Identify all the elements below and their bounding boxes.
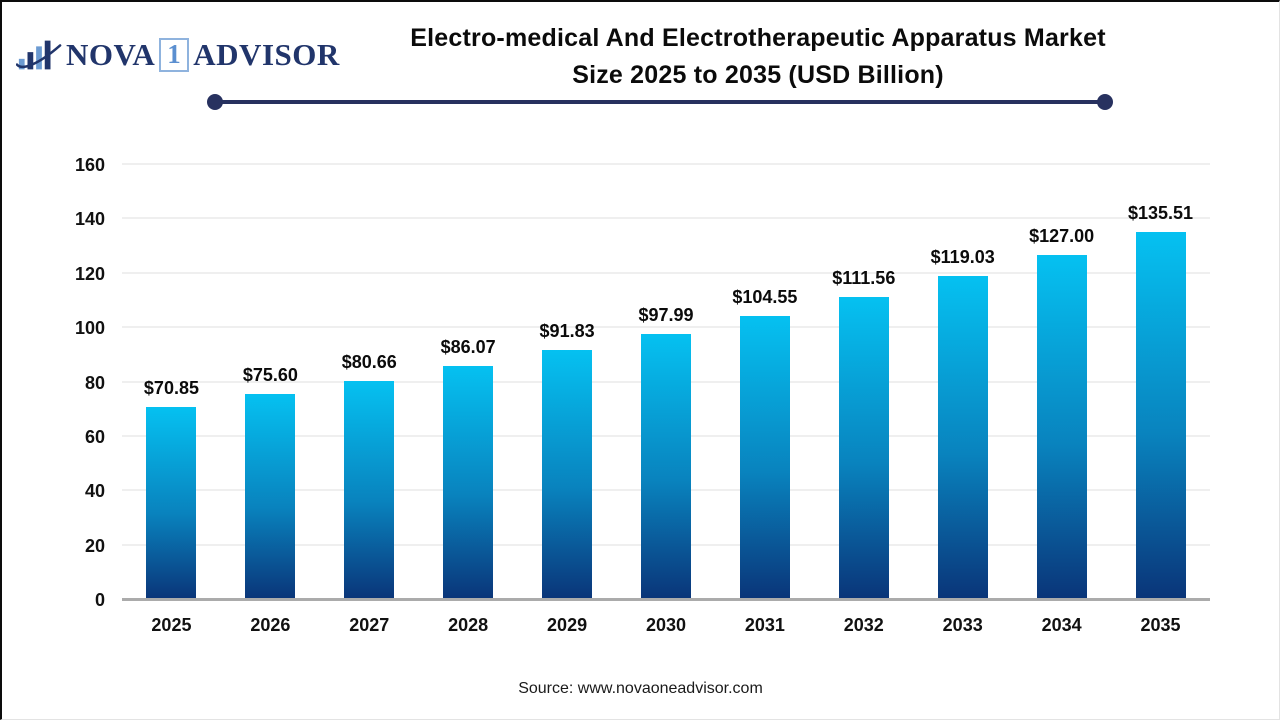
- divider-dot-left: [207, 94, 223, 110]
- bar-2026: [245, 394, 296, 600]
- bar-value-label: $86.07: [440, 337, 496, 357]
- bar-value-label: $70.85: [143, 378, 199, 399]
- logo-text-advisor: ADVISOR: [193, 37, 340, 72]
- y-tick-label: 60: [84, 426, 105, 447]
- bar-value-label: $91.83: [539, 321, 595, 342]
- bar-2035: [1135, 231, 1186, 600]
- y-tick-label: 120: [74, 263, 105, 284]
- logo-text-one: 1: [159, 38, 190, 72]
- x-tick-label: 2029: [547, 615, 588, 635]
- bar-value-label: $127.00: [1029, 225, 1095, 246]
- y-tick-label: 160: [74, 155, 105, 175]
- x-tick-label: 2035: [1140, 615, 1181, 635]
- bar-2028: [443, 366, 494, 600]
- bar-slot: $86.07: [419, 142, 518, 600]
- x-tick-label: 2028: [448, 615, 489, 635]
- source-text: Source: www.novaoneadvisor.com: [518, 680, 763, 697]
- bar-value-label: $75.60: [242, 365, 298, 386]
- bar-slot: $127.00: [1012, 142, 1111, 600]
- bar-value-label: $135.51: [1127, 202, 1194, 223]
- x-tick-label: 2033: [942, 615, 983, 635]
- x-tick-label: 2026: [250, 615, 291, 635]
- bar-2029: [542, 350, 593, 600]
- bar-value-label: $111.56: [832, 267, 896, 288]
- gridline: [122, 163, 1210, 165]
- bar-2030: [640, 333, 691, 600]
- bar-slot: $91.83: [518, 142, 617, 600]
- bar-2027: [344, 380, 395, 600]
- x-tick-label: 2034: [1041, 615, 1082, 635]
- x-tick-label: 2031: [744, 615, 785, 635]
- gridline: [122, 326, 1210, 329]
- bar-2031: [739, 315, 790, 600]
- bar-slot: $70.85: [122, 142, 221, 600]
- plot-area: $70.85 $75.60 $80.66 $86.07 $91.83 $97.99 $104…: [122, 142, 1210, 601]
- bar-2025: [146, 407, 197, 600]
- chart-title-line2: Size 2025 to 2035 (USD Billion): [572, 61, 944, 89]
- gridline: [122, 271, 1210, 274]
- bar-2032: [838, 296, 889, 600]
- y-tick-label: 20: [84, 535, 105, 556]
- bar-slot: $111.56: [814, 142, 913, 600]
- bar-slot: $135.51: [1111, 142, 1210, 600]
- bar-slot: $80.66: [320, 142, 419, 600]
- y-tick-label: 140: [74, 209, 105, 230]
- bar-2034: [1036, 254, 1087, 600]
- bar-slot: $119.03: [913, 142, 1012, 600]
- bar-2033: [937, 276, 988, 600]
- bar-chart-logo-icon: [16, 40, 62, 70]
- x-tick-label: 2027: [349, 615, 390, 635]
- bar-value-label: $119.03: [930, 247, 995, 268]
- gridline: [122, 217, 1210, 220]
- bar-slot: $75.60: [221, 142, 320, 600]
- divider-dot-right: [1097, 94, 1113, 110]
- chart-title-line1: Electro-medical And Electrotherapeutic A…: [410, 24, 1106, 52]
- x-tick-label: 2032: [843, 615, 884, 635]
- bar-value-label: $104.55: [732, 286, 798, 307]
- y-tick-label: 0: [94, 590, 105, 610]
- bar-value-label: $97.99: [638, 304, 694, 325]
- x-axis-baseline: [122, 598, 1210, 601]
- chart-title: Electro-medical And Electrotherapeutic A…: [282, 20, 1234, 94]
- y-tick-label: 40: [84, 481, 105, 502]
- logo-text: NOVA 1 ADVISOR: [66, 37, 340, 73]
- y-axis-labels: 0 20 40 60 80 100 120 140 160: [32, 142, 105, 610]
- x-tick-label: 2030: [645, 615, 686, 635]
- y-tick-label: 100: [74, 318, 105, 339]
- x-tick-label: 2025: [151, 615, 192, 635]
- bar-slot: $104.55: [715, 142, 814, 600]
- bar-value-label: $80.66: [341, 351, 397, 372]
- y-tick-label: 80: [84, 372, 105, 393]
- bars: $70.85 $75.60 $80.66 $86.07 $91.83 $97.99 $104…: [122, 142, 1210, 600]
- x-axis-labels: 2025 2026 2027 2028 2029 2030 2031 2032 2033 2034…: [122, 615, 1210, 636]
- nova-one-advisor-logo: NOVA 1 ADVISOR: [16, 36, 340, 74]
- bar-slot: $97.99: [617, 142, 716, 600]
- logo-text-nova: NOVA: [66, 37, 156, 72]
- title-divider-line: [207, 94, 1113, 110]
